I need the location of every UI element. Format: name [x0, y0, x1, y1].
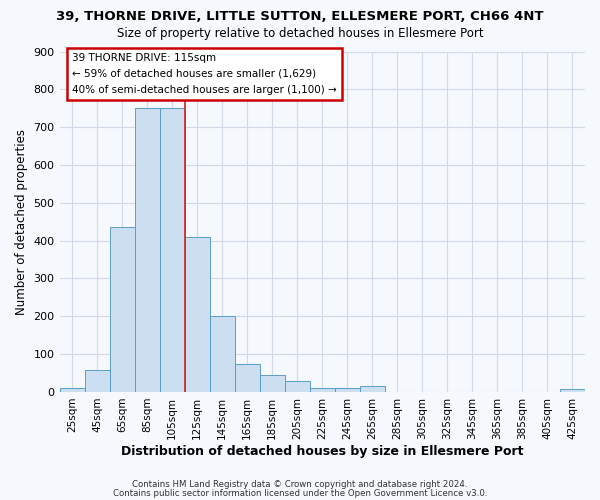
Bar — [360, 386, 385, 392]
Text: Contains public sector information licensed under the Open Government Licence v3: Contains public sector information licen… — [113, 488, 487, 498]
Text: Size of property relative to detached houses in Ellesmere Port: Size of property relative to detached ho… — [116, 28, 484, 40]
Bar — [235, 364, 260, 392]
Bar — [310, 388, 335, 392]
X-axis label: Distribution of detached houses by size in Ellesmere Port: Distribution of detached houses by size … — [121, 444, 524, 458]
Bar — [59, 388, 85, 392]
Bar — [260, 375, 285, 392]
Text: 39, THORNE DRIVE, LITTLE SUTTON, ELLESMERE PORT, CH66 4NT: 39, THORNE DRIVE, LITTLE SUTTON, ELLESME… — [56, 10, 544, 23]
Bar — [134, 108, 160, 392]
Bar — [560, 390, 585, 392]
Bar — [160, 108, 185, 392]
Text: Contains HM Land Registry data © Crown copyright and database right 2024.: Contains HM Land Registry data © Crown c… — [132, 480, 468, 489]
Bar — [110, 228, 134, 392]
Y-axis label: Number of detached properties: Number of detached properties — [15, 128, 28, 314]
Bar — [209, 316, 235, 392]
Bar — [85, 370, 110, 392]
Bar — [185, 237, 209, 392]
Bar — [285, 380, 310, 392]
Text: 39 THORNE DRIVE: 115sqm
← 59% of detached houses are smaller (1,629)
40% of semi: 39 THORNE DRIVE: 115sqm ← 59% of detache… — [72, 54, 337, 94]
Bar — [335, 388, 360, 392]
